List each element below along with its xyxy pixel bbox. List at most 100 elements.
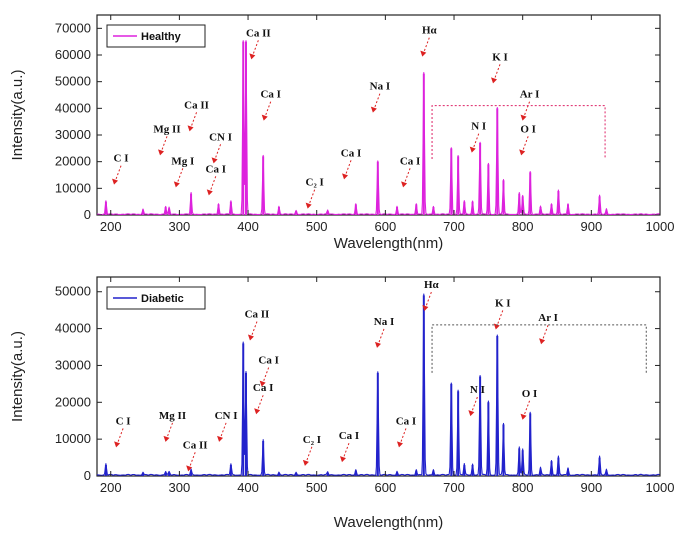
x-tick-label: 1000 [646,219,675,234]
annotation-arrowhead [519,149,526,156]
peak-annotation-label: N I [470,384,485,396]
annotation-arrow [342,442,350,460]
x-tick-label: 400 [237,480,259,495]
annotation-arrowhead [254,408,261,415]
annotation-arrowhead [217,435,224,442]
annotation-arrowhead [539,338,546,345]
annotation-arrow [470,396,478,414]
peak-annotation-label: O I [522,388,538,400]
peak-annotation-label: C I [114,153,129,165]
legend-box [106,286,206,310]
annotation-arrow [521,136,529,153]
peak-annotation-label: Ca I [400,155,420,167]
x-tick-label: 1000 [646,480,675,495]
peak-annotation-label: K I [492,51,508,63]
x-tick-label: 900 [580,219,602,234]
annotation-arrowhead [396,441,403,448]
annotation-arrow [190,112,198,129]
annotation-arrow [305,446,313,464]
annotation-arrow [166,422,173,440]
x-tick-label: 900 [580,480,602,495]
y-tick-label: 0 [84,207,91,222]
annotation-arrowhead [422,305,429,312]
annotation-arrowhead [469,146,476,153]
annotation-arrow [250,321,258,338]
annotation-arrowhead [374,341,381,348]
x-axis-title: Wavelength(nm) [334,235,443,252]
ar-i-bracket [431,324,647,373]
x-tick-label: 700 [443,480,465,495]
y-tick-label: 30000 [55,357,91,372]
x-tick-label: 200 [100,480,122,495]
annotation-arrow [344,160,352,177]
y-axis-title: Intensity(a.u.) [9,70,26,161]
peak-annotation-label: CN I [209,131,232,143]
annotation-arrowhead [173,181,180,188]
annotation-arrow [209,176,217,193]
annotation-arrowhead [186,465,193,472]
annotation-arrow [219,422,227,440]
annotation-arrowhead [158,149,165,156]
peak-annotation-label: Ca I [206,163,226,175]
annotation-arrow [493,64,501,81]
peak-annotation-label: Ca I [253,382,273,394]
peak-annotation-label: Na I [370,81,390,93]
annotation-arrowhead [249,53,256,60]
annotation-arrowhead [112,178,119,185]
annotation-arrow [496,310,504,327]
y-tick-label: 50000 [55,74,91,89]
annotation-arrow [114,165,122,182]
peak-annotation-label: O I [520,123,536,135]
healthy-spectrum-panel: 200 300 400 500 600 700 800 900 1000010000200003… [9,14,675,252]
y-tick-label: 60000 [55,47,91,62]
x-tick-label: 700 [443,219,465,234]
annotation-arrow [523,101,531,118]
peak-annotation-label: C₂ I [303,434,321,446]
annotation-arrowhead [401,181,408,188]
annotation-arrowhead [305,202,312,209]
peak-annotation-label: Ca II [184,99,209,111]
annotation-arrowhead [370,106,377,113]
peak-annotation-label: N I [471,121,486,133]
annotation-arrow [541,325,549,342]
annotation-arrowhead [206,189,213,196]
annotation-arrowhead [491,77,498,84]
annotation-arrow [424,291,432,309]
peak-annotation-label: K I [495,297,511,309]
y-tick-label: 20000 [55,394,91,409]
annotation-arrow [256,395,264,412]
annotation-arrow [188,452,196,469]
y-tick-label: 0 [84,468,91,483]
annotation-arrowhead [493,323,500,330]
annotation-arrowhead [342,173,349,180]
x-tick-label: 500 [306,480,328,495]
annotation-arrow [308,189,316,206]
peak-annotation-label: Mg II [153,123,180,135]
y-tick-label: 50000 [55,284,91,299]
peak-annotation-label: CN I [215,410,238,422]
annotation-arrowhead [520,413,527,420]
annotation-arrowhead [420,50,427,57]
y-tick-label: 70000 [55,20,91,35]
y-tick-label: 20000 [55,154,91,169]
annotation-arrow [377,328,385,346]
y-axis-title: Intensity(a.u.) [9,331,26,422]
annotation-arrowhead [261,114,268,121]
annotation-arrow [264,101,272,118]
peak-annotation-label: Na I [374,316,394,328]
peak-annotation-label: Ca I [341,147,361,159]
peak-annotation-label: Ca I [396,415,416,427]
peak-annotation-label: Hα [424,279,440,291]
annotation-arrow [472,133,480,150]
annotation-arrow [116,428,124,445]
x-tick-label: 800 [512,480,534,495]
y-tick-label: 10000 [55,180,91,195]
annotation-arrowhead [520,114,527,121]
peak-annotation-label: Ca II [246,27,271,39]
peak-annotation-label: C I [116,415,131,427]
diabetic-spectrum-panel: 200 300 400 500 600 700 800 900 1000010000200003… [9,276,675,531]
peak-annotation-label: Ar I [520,89,540,101]
peak-annotation-label: Mg I [171,155,194,167]
ar-i-bracket [431,105,606,159]
annotation-arrowhead [163,435,170,442]
